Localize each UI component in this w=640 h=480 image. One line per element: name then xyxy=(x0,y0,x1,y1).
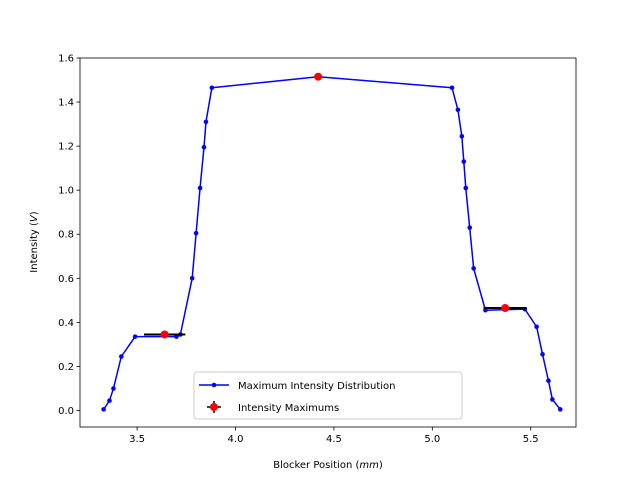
data-point xyxy=(111,386,116,391)
data-point xyxy=(459,133,465,139)
data-point xyxy=(534,324,539,330)
data-point xyxy=(449,85,455,91)
y-axis-label-suffix: ) xyxy=(29,211,40,215)
y-tick-label: 0.0 xyxy=(58,406,74,417)
y-tick-label: 1.4 xyxy=(58,98,74,109)
x-axis-label-suffix: ) xyxy=(379,460,383,471)
y-axis-label-prefix: Intensity ( xyxy=(29,222,40,273)
y-tick-label: 0.2 xyxy=(58,362,74,373)
y-tick-label: 1.2 xyxy=(58,142,74,153)
intensity-maximum-point xyxy=(501,304,510,313)
data-point xyxy=(189,275,195,281)
data-point xyxy=(455,107,461,113)
x-tick-label: 4.0 xyxy=(228,434,244,445)
legend-maximum-marker xyxy=(210,403,218,411)
series-line-maximum-intensity-distribution xyxy=(102,75,561,410)
data-point xyxy=(550,397,555,402)
x-tick-label: 3.5 xyxy=(129,434,145,445)
data-point xyxy=(197,185,203,191)
x-tick-label: 5.0 xyxy=(424,434,440,445)
axes-frame xyxy=(79,57,577,428)
data-point xyxy=(471,266,476,271)
y-axis-label-unit: V xyxy=(29,214,40,222)
data-point xyxy=(461,159,467,164)
data-point xyxy=(209,85,215,91)
data-point xyxy=(557,407,563,412)
legend-label-series-1: Maximum Intensity Distribution xyxy=(238,381,396,392)
y-axis-label: Intensity (V) xyxy=(29,211,40,272)
y-axis: 0.0 0.2 0.4 0.6 0.8 1.0 1.2 1.4 1.6 xyxy=(58,54,80,417)
legend-label-series-2: Intensity Maximums xyxy=(238,403,339,414)
data-point xyxy=(463,185,469,191)
y-tick-label: 0.8 xyxy=(58,230,74,241)
legend-box xyxy=(193,371,463,420)
data-point xyxy=(119,354,124,359)
data-point xyxy=(193,230,199,236)
data-point xyxy=(483,307,488,313)
legend-line-marker xyxy=(211,382,217,388)
data-point xyxy=(546,378,551,384)
intensity-maximum-point xyxy=(314,72,323,81)
intensity-maximum-point xyxy=(160,330,169,339)
x-tick-label: 5.5 xyxy=(523,434,539,445)
x-axis-label-unit: mm xyxy=(359,460,379,471)
x-axis: 3.5 4.0 4.5 5.0 5.5 xyxy=(129,427,539,445)
data-point xyxy=(174,334,179,339)
data-point xyxy=(201,144,207,150)
x-axis-label: Blocker Position (mm) xyxy=(273,460,383,471)
data-point xyxy=(203,119,209,125)
x-tick-label: 4.5 xyxy=(326,434,342,445)
plot-area xyxy=(101,72,563,412)
y-tick-label: 0.6 xyxy=(58,274,74,285)
data-point xyxy=(107,398,112,403)
y-tick-label: 0.4 xyxy=(58,318,74,329)
legend: Maximum Intensity Distribution Intensity… xyxy=(193,371,463,420)
y-tick-label: 1.6 xyxy=(58,54,74,65)
data-point xyxy=(540,352,545,357)
data-point xyxy=(467,225,473,230)
data-point xyxy=(101,407,106,412)
x-axis-label-prefix: Blocker Position ( xyxy=(273,460,359,471)
y-tick-label: 1.0 xyxy=(58,186,74,197)
data-point xyxy=(132,334,138,339)
